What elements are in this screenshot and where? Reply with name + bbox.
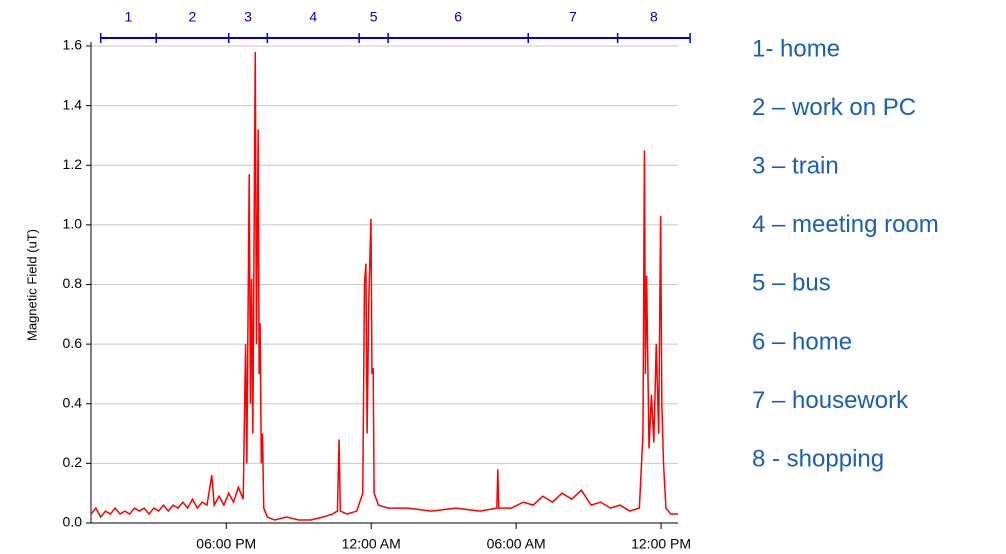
x-tick-label: 12:00 AM <box>342 536 401 552</box>
segment-label: 8 <box>650 9 658 25</box>
legend-entry: 6 – home <box>752 328 852 355</box>
y-tick-label: 1.6 <box>63 37 83 53</box>
legend-entry: 7 – housework <box>752 387 909 414</box>
segment-label: 2 <box>189 9 197 25</box>
x-tick-label: 12:00 PM <box>631 536 691 552</box>
y-tick-label: 0.6 <box>63 335 83 351</box>
y-tick-label: 0.0 <box>63 514 83 530</box>
segment-label: 6 <box>454 9 462 25</box>
y-axis-label: Magnetic Field (uT) <box>24 229 39 341</box>
data-line <box>90 51 678 521</box>
y-tick-label: 1.4 <box>63 96 83 112</box>
segment-label: 5 <box>370 9 378 25</box>
segment-label: 4 <box>309 9 317 25</box>
legend-entry: 3 – train <box>752 153 839 180</box>
segment-label: 7 <box>569 9 577 25</box>
x-tick-label: 06:00 AM <box>487 536 546 552</box>
x-tick-label: 06:00 PM <box>196 536 256 552</box>
y-tick-label: 1.2 <box>63 156 83 172</box>
legend-entry: 4 – meeting room <box>752 211 939 238</box>
legend-entry: 5 – bus <box>752 270 831 297</box>
y-tick-label: 0.2 <box>63 454 83 470</box>
segment-label: 1 <box>125 9 133 25</box>
y-tick-label: 0.8 <box>63 275 83 291</box>
y-tick-label: 0.4 <box>63 394 83 410</box>
legend-entry: 2 – work on PC <box>752 94 916 121</box>
legend-entry: 8 - shopping <box>752 446 884 473</box>
y-tick-label: 1.0 <box>63 216 83 232</box>
segment-label: 3 <box>244 9 252 25</box>
legend-entry: 1- home <box>752 35 840 62</box>
